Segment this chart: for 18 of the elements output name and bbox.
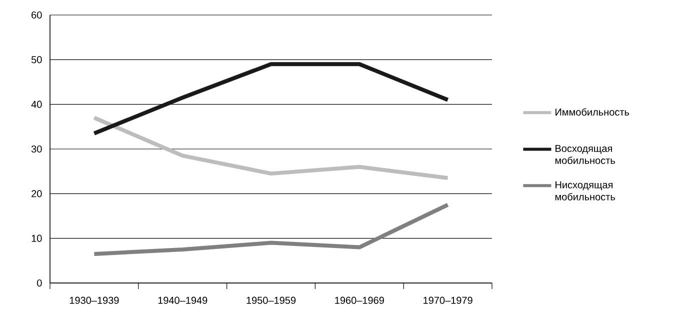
line-series [92, 62, 450, 136]
legend-label: Нисходящая мобильность [555, 181, 615, 200]
x-tick-label: 1950–1959 [246, 296, 296, 304]
y-tick-label: 60 [32, 11, 42, 19]
legend-label: Иммобильность [556, 108, 630, 116]
y-tick-label: 30 [31, 145, 42, 153]
x-tick-label: 1940–1949 [158, 296, 208, 304]
x-tick-label: 1930–1939 [70, 296, 119, 304]
line-series [92, 202, 450, 256]
y-tick-label: 0 [37, 279, 42, 287]
y-tick-label: 50 [31, 56, 42, 64]
y-tick-label: 10 [32, 234, 42, 242]
y-tick-label: 20 [32, 190, 42, 198]
legend-label: Восходящая мобильность [555, 145, 615, 164]
y-tick-label: 40 [31, 100, 42, 108]
x-tick-label: 1960–1969 [335, 296, 384, 304]
x-tick-label: 1970–1979 [424, 296, 472, 304]
line-series [92, 116, 450, 180]
